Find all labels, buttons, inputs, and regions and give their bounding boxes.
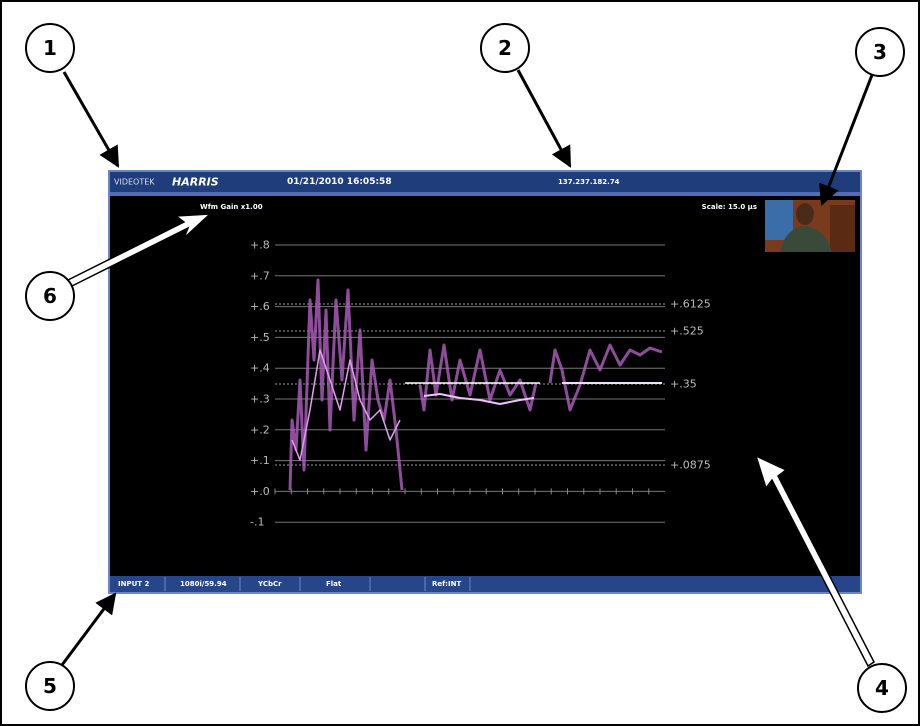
- graticule-label: +.3: [250, 393, 270, 406]
- ip-address: 137.237.182.74: [558, 178, 620, 186]
- status-bar: [110, 576, 860, 592]
- graticule-label: +.5: [250, 331, 270, 344]
- logo: HARRIS: [172, 176, 219, 189]
- waveform-trace: [288, 278, 663, 491]
- graticule-label: +.2: [250, 423, 270, 436]
- brand: VIDEOTEK: [114, 178, 155, 187]
- callouts: 1 2 3 4 5 6: [25, 23, 907, 713]
- outlined-arrows: [66, 213, 875, 668]
- callout-circle: [855, 27, 905, 77]
- callout-circle: [25, 271, 75, 321]
- callout-number: 4: [875, 676, 889, 700]
- top-bar: [110, 172, 860, 192]
- callout-number: 2: [498, 36, 512, 60]
- graticule-label: +.4: [250, 362, 270, 375]
- marker-label: +.35: [670, 378, 697, 391]
- callout-number: 6: [43, 284, 57, 308]
- callout-circle: [25, 661, 75, 711]
- callout-number: 5: [43, 674, 57, 698]
- graticule-label: +.8: [250, 239, 270, 252]
- status-items: INPUT 2 1080i/59.94 YCbCr Flat Ref:INT: [118, 577, 471, 591]
- video-thumbnail: [765, 200, 855, 252]
- callout-number: 3: [873, 40, 887, 64]
- callout-circle: [857, 663, 907, 713]
- scale: Scale: 15.0 µs: [702, 203, 757, 211]
- status-item: Ref:INT: [432, 580, 461, 588]
- callout-arrows: [60, 69, 874, 666]
- graticule-label: +.0: [250, 485, 270, 498]
- graticule-label: +.1: [250, 454, 270, 467]
- top-bar-edge: [110, 192, 860, 196]
- marker-label: +.6125: [670, 298, 711, 311]
- datetime: 01/21/2010 16:05:58: [287, 177, 392, 187]
- graticule-label: +.6: [250, 300, 270, 313]
- marker-label: +.525: [670, 325, 704, 338]
- status-item: 1080i/59.94: [180, 580, 227, 588]
- status-item: Flat: [326, 580, 342, 588]
- marker-label: +.0875: [670, 459, 711, 472]
- callout-circle: [480, 23, 530, 73]
- callout-circle: [25, 23, 75, 73]
- graticule-label: -.1: [250, 516, 264, 529]
- callout-number: 1: [43, 36, 57, 60]
- gain: Wfm Gain x1.00: [200, 203, 263, 211]
- status-item: YCbCr: [257, 580, 282, 588]
- graticule-label: +.7: [250, 269, 270, 282]
- status-item: INPUT 2: [118, 580, 149, 588]
